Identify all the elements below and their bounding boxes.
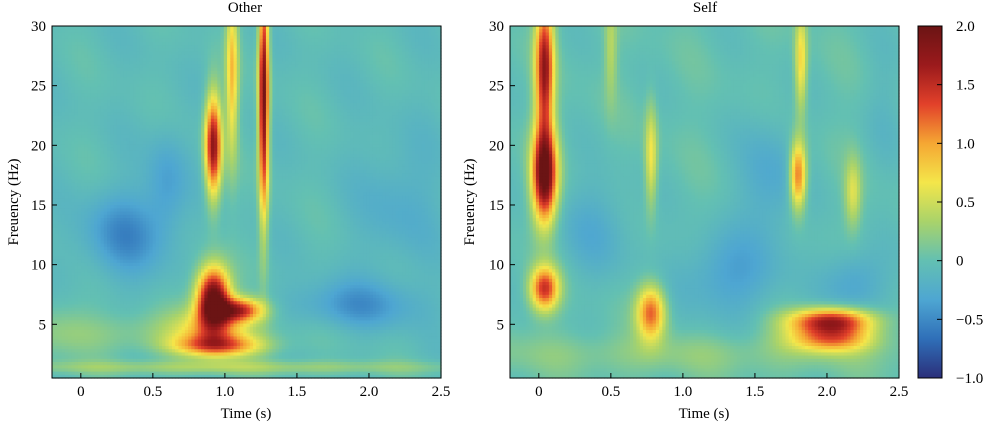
panel-title-other: Other	[228, 0, 262, 16]
heatmap-plot-area-other	[52, 26, 442, 379]
